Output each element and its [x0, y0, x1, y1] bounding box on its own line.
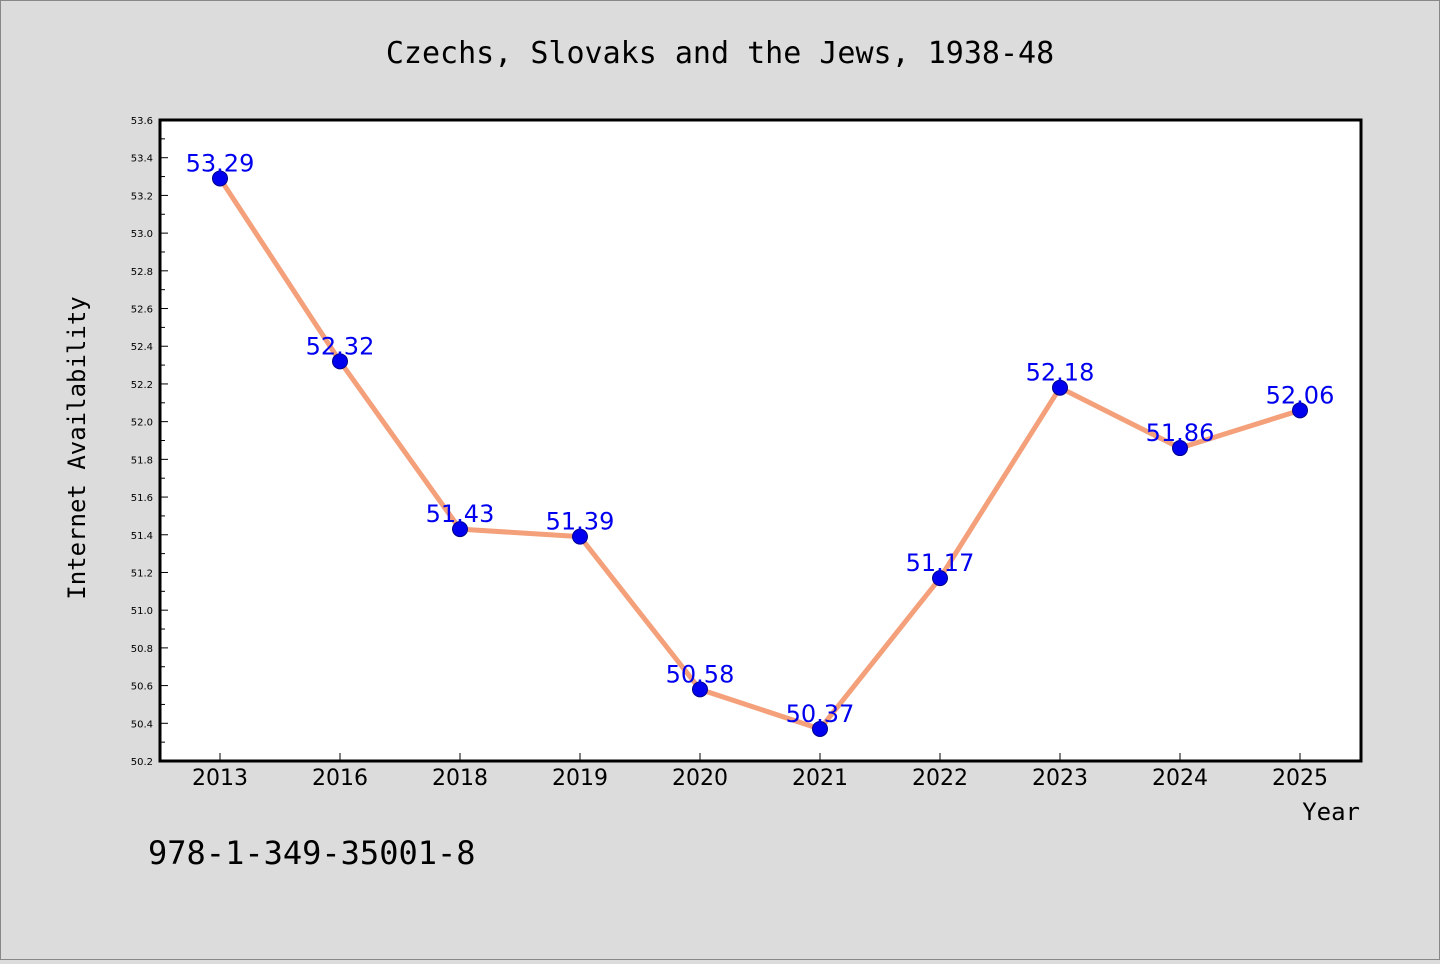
data-point: [932, 570, 948, 587]
data-point: [332, 353, 348, 370]
x-tick-label: 2024: [1152, 766, 1208, 791]
y-tick-label: 52.0: [131, 418, 153, 429]
y-tick-label: 53.0: [131, 229, 153, 240]
data-point: [812, 720, 828, 737]
series-layer: 53.29 52.32 51.43 51.39 50.58 50.37 51.17 52.18…: [186, 149, 1335, 737]
isbn-text: 978-1-349-35001-8: [148, 834, 476, 872]
data-point: [1172, 440, 1188, 457]
x-tick-label: 2021: [792, 766, 848, 791]
x-tick-label: 2020: [672, 766, 728, 791]
data-point: [572, 528, 588, 545]
y-axis-label: Internet Availability: [63, 296, 91, 599]
data-point: [452, 521, 468, 538]
y-tick-label: 50.4: [131, 719, 153, 730]
data-point: [1052, 379, 1068, 396]
y-tick-label: 50.6: [131, 682, 153, 693]
y-axis: 50.2 50.4 50.6 50.8 51.0 51.2 51.4 51.6 51.8 52.0…: [131, 116, 168, 768]
x-tick-label: 2016: [312, 766, 368, 791]
x-tick-label: 2023: [1032, 766, 1088, 791]
y-tick-label: 53.2: [131, 191, 153, 202]
y-tick-label: 53.4: [131, 154, 153, 165]
x-axis: 2013 2016 2018 2019 2020 2021 2022 2023 2024 2025: [192, 753, 1328, 791]
data-point: [692, 681, 708, 698]
data-label: 52.18: [1026, 359, 1095, 387]
y-tick-label: 51.2: [131, 568, 153, 579]
y-tick-label: 50.8: [131, 644, 153, 655]
y-tick-label: 53.6: [131, 116, 153, 127]
y-tick-label: 51.0: [131, 606, 153, 617]
data-label: 51.86: [1146, 419, 1215, 447]
x-tick-label: 2018: [432, 766, 488, 791]
data-point: [1292, 402, 1308, 419]
x-tick-label: 2025: [1272, 766, 1328, 791]
y-tick-label: 51.6: [131, 493, 153, 504]
x-axis-label: Year: [1302, 798, 1360, 826]
data-label: 52.32: [306, 332, 375, 360]
data-label: 52.06: [1266, 381, 1335, 409]
data-label: 50.37: [786, 700, 855, 728]
x-tick-label: 2019: [552, 766, 608, 791]
chart-title: Czechs, Slovaks and the Jews, 1938-48: [386, 36, 1054, 71]
data-label: 53.29: [186, 149, 255, 177]
x-tick-label: 2013: [192, 766, 248, 791]
data-label: 51.39: [546, 508, 615, 536]
y-tick-label: 51.8: [131, 455, 153, 466]
y-tick-label: 50.2: [131, 757, 153, 768]
data-label: 51.17: [906, 549, 975, 577]
y-tick-label: 52.6: [131, 305, 153, 316]
data-point: [212, 170, 228, 187]
x-tick-label: 2022: [912, 766, 968, 791]
y-tick-label: 51.4: [131, 531, 153, 542]
y-tick-label: 52.2: [131, 380, 153, 391]
data-label: 50.58: [666, 660, 735, 688]
series-line: [217, 177, 1301, 732]
y-tick-label: 52.8: [131, 267, 153, 278]
data-label: 51.43: [426, 500, 495, 528]
y-tick-label: 52.4: [131, 342, 153, 353]
